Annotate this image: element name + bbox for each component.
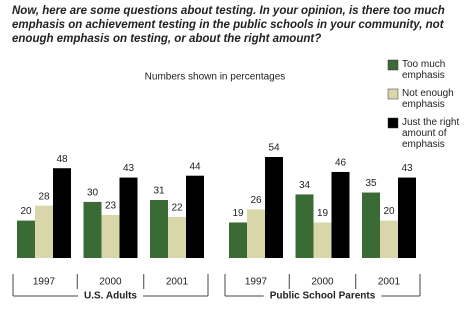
data-label: 19 xyxy=(232,208,244,219)
bar xyxy=(331,171,350,258)
bar xyxy=(168,216,186,258)
x-tick-label: 2001 xyxy=(166,277,189,288)
x-tick-label: 1997 xyxy=(33,277,56,288)
data-label: 31 xyxy=(153,186,165,197)
x-tick-label: 2000 xyxy=(311,277,334,288)
data-label: 30 xyxy=(87,188,99,199)
data-label: 35 xyxy=(365,178,377,189)
bar xyxy=(53,168,71,258)
chart-title: Now, here are some questions about testi… xyxy=(12,5,445,45)
legend-label: Too much emphasis xyxy=(402,59,446,81)
bar xyxy=(17,220,35,258)
data-label: 54 xyxy=(268,143,280,154)
data-label: 19 xyxy=(317,208,329,219)
data-label: 43 xyxy=(401,163,413,174)
bar xyxy=(295,194,314,258)
group-label: Public School Parents xyxy=(270,291,376,302)
data-label: 26 xyxy=(250,195,262,206)
data-label: 22 xyxy=(171,202,183,213)
bar xyxy=(398,177,416,258)
bar xyxy=(119,177,138,258)
bar xyxy=(35,205,53,258)
bar xyxy=(380,220,398,258)
x-tick-label: 2001 xyxy=(378,277,401,288)
group-label: U.S. Adults xyxy=(84,291,137,302)
data-label: 48 xyxy=(56,154,68,165)
data-label: 20 xyxy=(383,206,395,217)
data-label: 44 xyxy=(189,161,201,172)
legend-label: Just the right amount of emphasis xyxy=(402,117,460,150)
bar xyxy=(313,222,332,258)
data-label: 20 xyxy=(20,206,32,217)
bar xyxy=(83,201,102,258)
bar xyxy=(229,222,247,258)
x-tick-label: 1997 xyxy=(245,277,268,288)
bar xyxy=(186,175,204,258)
legend-swatch xyxy=(387,59,399,71)
bar xyxy=(362,192,380,258)
bar xyxy=(265,157,283,258)
bar xyxy=(150,200,168,258)
legend-swatch xyxy=(387,117,399,129)
data-label: 34 xyxy=(299,180,311,191)
x-tick-label: 2000 xyxy=(99,277,122,288)
data-label: 46 xyxy=(335,158,347,169)
data-label: 28 xyxy=(38,191,50,202)
legend-swatch xyxy=(387,88,399,100)
bar xyxy=(101,214,120,258)
data-label: 43 xyxy=(123,163,135,174)
bar xyxy=(247,209,265,258)
data-label: 23 xyxy=(105,201,117,212)
subtitle: Numbers shown in percentages xyxy=(145,72,286,83)
legend-label: Not enough emphasis xyxy=(402,88,454,110)
